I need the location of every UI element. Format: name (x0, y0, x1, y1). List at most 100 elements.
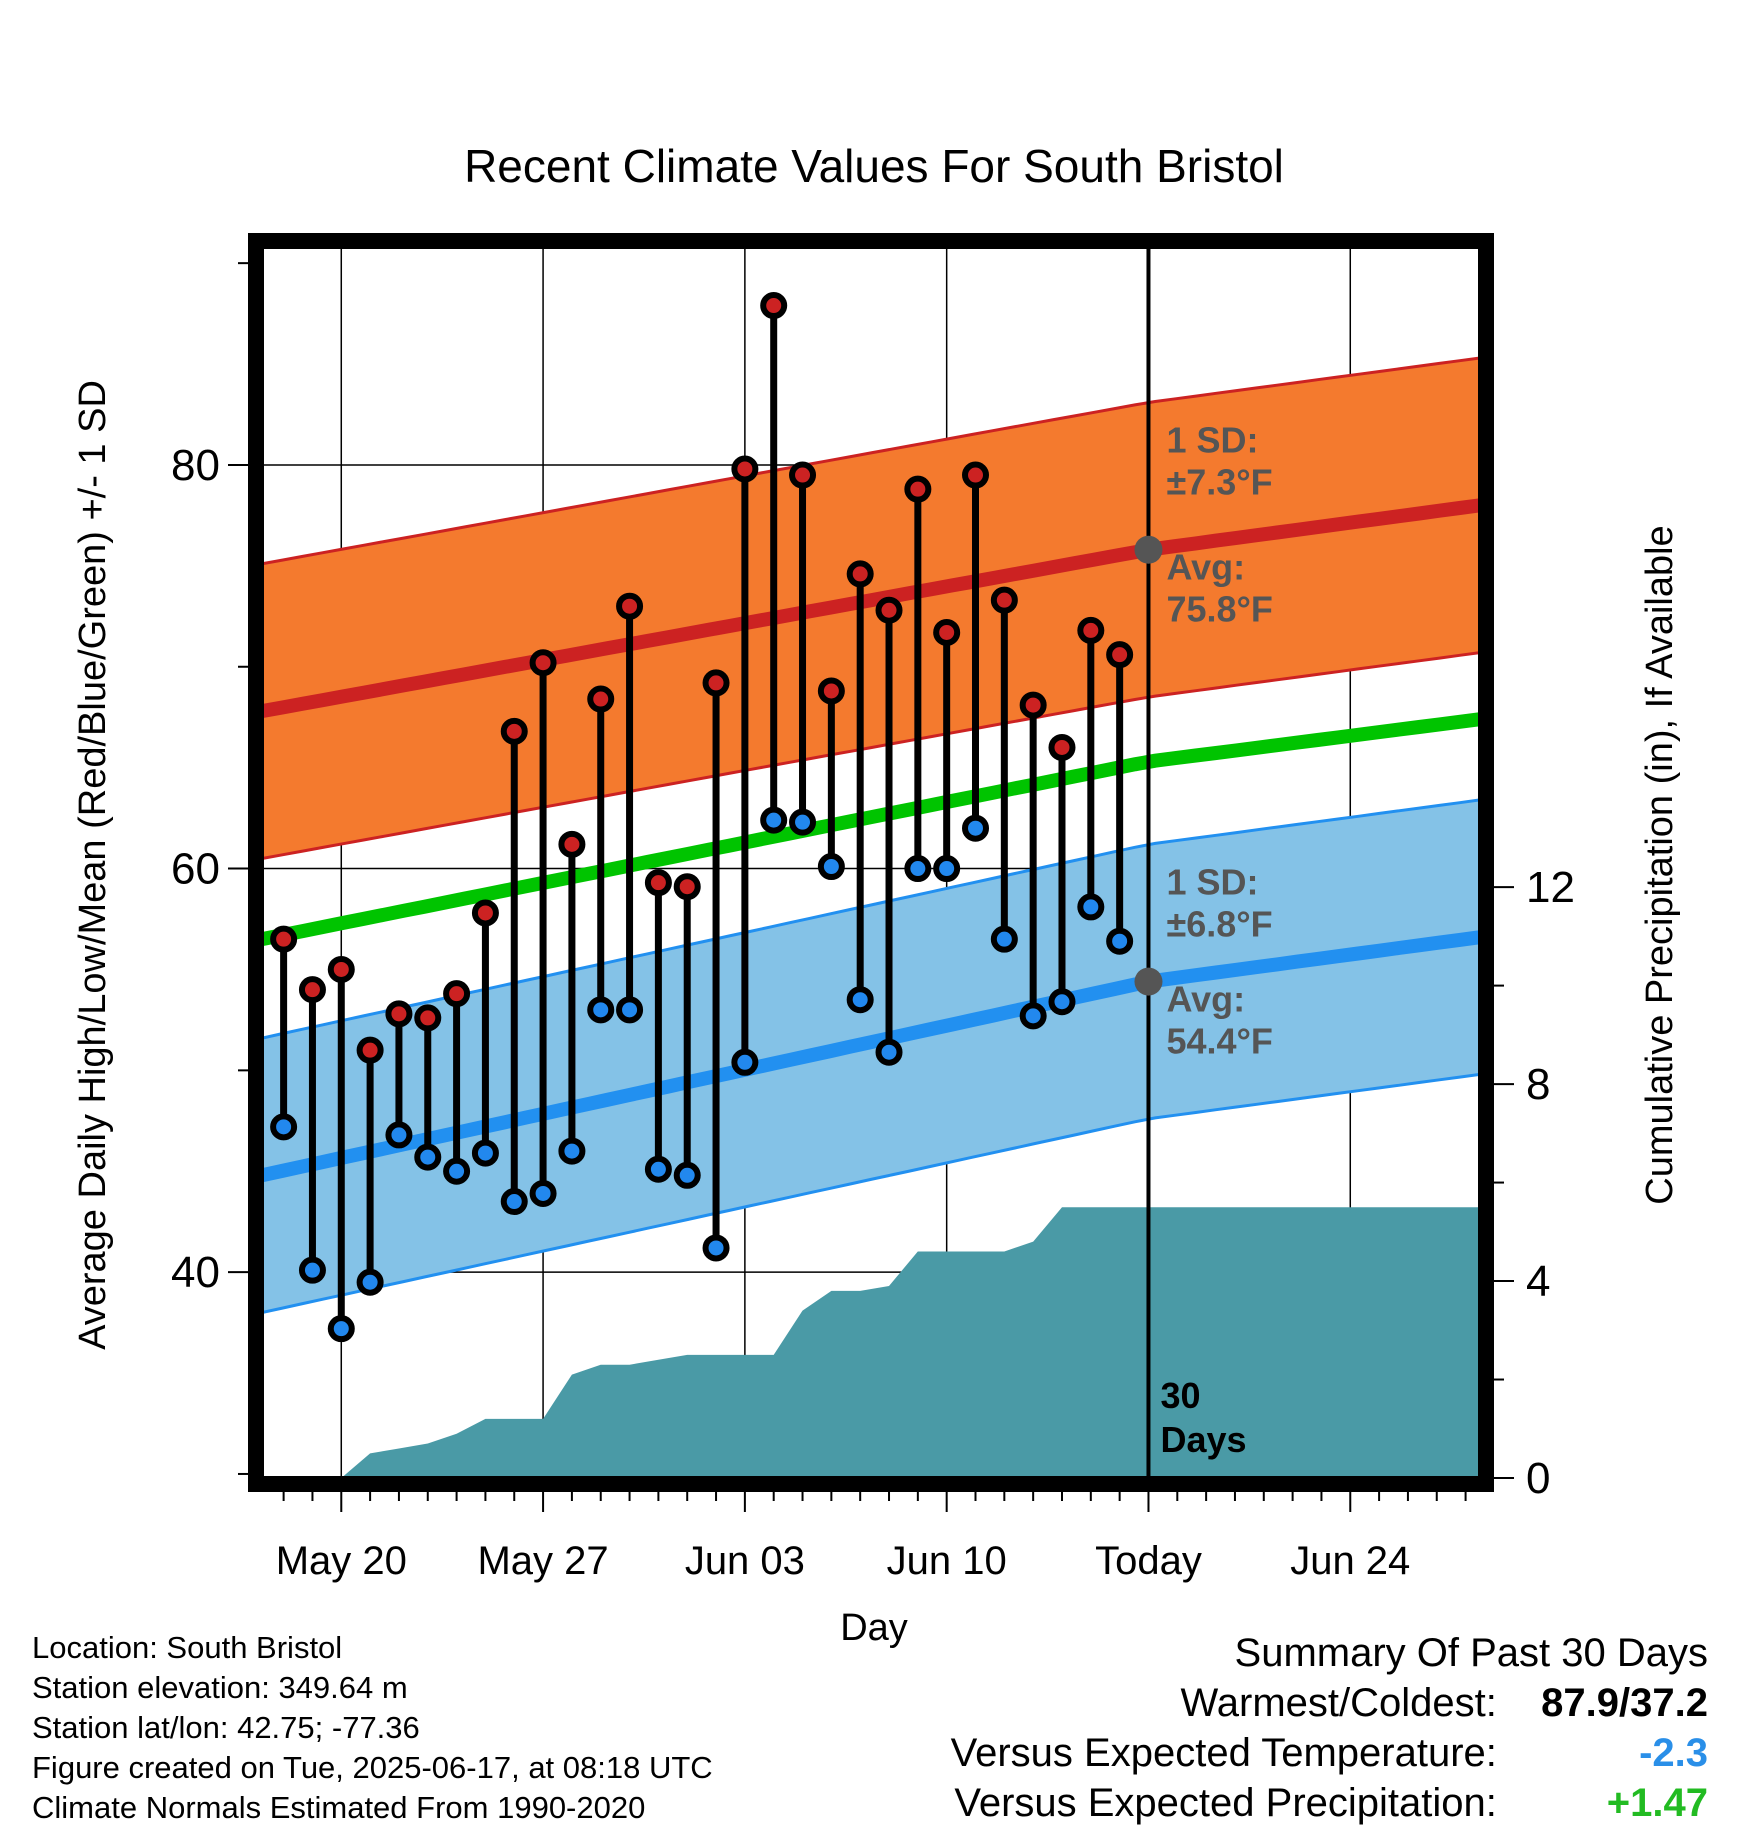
high-point (356, 1036, 384, 1064)
low-avg-annotation-line1: Avg: (1166, 979, 1245, 1020)
low-point (1048, 988, 1076, 1016)
plot-frame (248, 233, 1494, 1492)
low-point (270, 1113, 298, 1141)
high-point (1019, 691, 1047, 719)
precipitation-area (283, 1207, 1480, 1478)
low-point (731, 1048, 759, 1076)
high-point (471, 899, 499, 927)
high-point (1106, 641, 1134, 669)
y-axis-right-label: Cumulative Precipitation (in), If Availa… (1639, 525, 1681, 1204)
x-tick-label: May 20 (276, 1539, 407, 1583)
low-point (817, 853, 845, 881)
high-point (270, 925, 298, 953)
left-tick-label: 60 (171, 845, 220, 894)
x-tick-label: May 27 (477, 1539, 608, 1583)
high-point (644, 869, 672, 897)
x-axis-label: Day (840, 1607, 908, 1649)
x-tick-label: Today (1095, 1539, 1202, 1583)
created-text: Figure created on Tue, 2025-06-17, at 08… (32, 1750, 713, 1785)
high-sd-band (262, 358, 1480, 859)
low-point (587, 996, 615, 1024)
temp-departure-value: -2.3 (1639, 1731, 1708, 1775)
high-point (962, 461, 990, 489)
low-point (760, 806, 788, 834)
low-point (443, 1157, 471, 1185)
today-low-normal-marker (1134, 967, 1163, 996)
high-point (1077, 616, 1105, 644)
high-point (904, 475, 932, 503)
low-sd-annotation-line2: ±6.8°F (1166, 903, 1272, 944)
high-point (673, 873, 701, 901)
low-point (298, 1256, 326, 1284)
low-point (644, 1155, 672, 1183)
high-sd-annotation-line2: ±7.3°F (1166, 461, 1272, 502)
low-sd-lower-edge (262, 1072, 1480, 1314)
days-label-line1: 30 (1160, 1375, 1200, 1416)
high-point (500, 717, 528, 745)
y-axis-left-label: Average Daily High/Low/Mean (Red/Blue/Gr… (72, 380, 114, 1350)
low-point (1019, 1002, 1047, 1030)
low-point (616, 996, 644, 1024)
low-point (846, 986, 874, 1014)
low-point (471, 1139, 499, 1167)
station-info: Location: South Bristol Station elevatio… (32, 1628, 713, 1828)
low-avg-annotation-line2: 54.4°F (1166, 1021, 1272, 1062)
high-point (990, 586, 1018, 614)
high-point (846, 560, 874, 588)
high-sd-lower-edge (262, 651, 1480, 860)
low-point (500, 1188, 528, 1216)
high-avg-annotation-line1: Avg: (1166, 547, 1245, 588)
warmest-coldest-label: Warmest/Coldest: (1180, 1681, 1497, 1725)
high-point (933, 618, 961, 646)
low-point (1106, 927, 1134, 955)
right-tick-label: 0 (1526, 1454, 1550, 1503)
low-point (990, 925, 1018, 953)
right-tick-label: 4 (1526, 1257, 1550, 1306)
low-point (356, 1268, 384, 1296)
low-sd-annotation-line1: 1 SD: (1166, 861, 1258, 902)
low-point (702, 1234, 730, 1262)
low-sd-band (262, 799, 1480, 1313)
low-point (414, 1143, 442, 1171)
high-point (731, 455, 759, 483)
warmest-coldest-value: 87.9/37.2 (1541, 1681, 1708, 1725)
high-point (1048, 733, 1076, 761)
high-point (414, 1004, 442, 1032)
high-point (616, 592, 644, 620)
high-point (760, 292, 788, 320)
high-point (529, 649, 557, 677)
high-point (298, 976, 326, 1004)
low-point (933, 855, 961, 883)
high-sd-upper-edge (262, 356, 1480, 566)
summary-panel: Summary Of Past 30 Days Warmest/Coldest:… (951, 1628, 1708, 1828)
high-point (817, 677, 845, 705)
precip-departure-label: Versus Expected Precipitation: (954, 1781, 1497, 1825)
today-high-normal-marker (1134, 535, 1163, 564)
normal-mean-line (262, 712, 1480, 947)
low-point (673, 1161, 701, 1189)
x-tick-label: Jun 24 (1290, 1539, 1410, 1583)
low-point (385, 1121, 413, 1149)
high-sd-annotation-line1: 1 SD: (1166, 419, 1258, 460)
left-tick-label: 40 (171, 1248, 220, 1297)
low-point (875, 1038, 903, 1066)
left-tick-label: 80 (171, 441, 220, 490)
low-point (904, 855, 932, 883)
high-point (789, 461, 817, 489)
high-point (385, 1000, 413, 1028)
summary-title: Summary Of Past 30 Days (1234, 1631, 1708, 1675)
normal-low-line (262, 930, 1480, 1183)
low-point (789, 808, 817, 836)
right-tick-label: 12 (1526, 863, 1575, 912)
chart-title: Recent Climate Values For South Bristol (464, 140, 1284, 192)
low-point (962, 814, 990, 842)
high-avg-annotation-line2: 75.8°F (1166, 589, 1272, 630)
x-tick-label: Jun 03 (685, 1539, 805, 1583)
elevation-text: Station elevation: 349.64 m (32, 1670, 408, 1705)
high-point (443, 980, 471, 1008)
precip-departure-value: +1.47 (1606, 1781, 1708, 1825)
days-label-line2: Days (1160, 1419, 1246, 1460)
right-tick-label: 8 (1526, 1060, 1550, 1109)
